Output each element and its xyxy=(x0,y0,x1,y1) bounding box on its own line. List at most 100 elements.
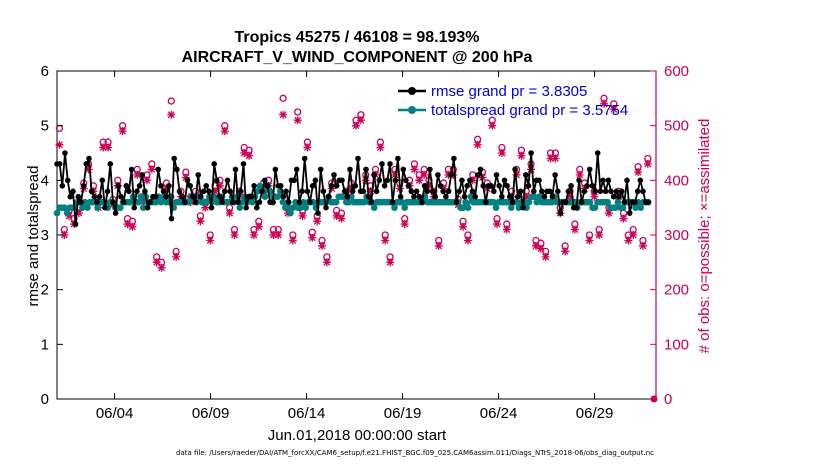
rmse-point xyxy=(536,177,542,184)
rmse-point xyxy=(509,199,516,205)
obs-assimilated-marker xyxy=(420,170,429,179)
rmse-point xyxy=(155,166,161,173)
rmse-point xyxy=(387,161,393,167)
rmse-point xyxy=(645,199,652,205)
obs-assimilated-marker xyxy=(541,252,550,261)
obs-assimilated-marker xyxy=(230,231,239,239)
totalspread-point xyxy=(61,204,68,211)
legend-spread-label: totalspread grand pr = 3.5754 xyxy=(431,102,628,119)
rmse-point xyxy=(307,199,313,205)
totalspread-point xyxy=(391,204,398,211)
rmse-point xyxy=(315,210,321,216)
rmse-point xyxy=(499,193,505,200)
left-tick-label: 4 xyxy=(41,172,49,189)
data-file-footer: data file: /Users/raeder/DAI/ATM_forcXX/… xyxy=(176,449,654,457)
rmse-point xyxy=(379,161,385,167)
rmse-point xyxy=(555,188,561,195)
rmse-point xyxy=(227,188,233,195)
rmse-point xyxy=(112,210,119,216)
rmse-point xyxy=(214,177,220,184)
obs-assimilated-marker xyxy=(361,176,370,185)
rmse-point xyxy=(163,193,169,200)
rmse-point xyxy=(309,183,316,189)
rmse-point xyxy=(469,188,476,195)
obs-assimilated-marker xyxy=(269,231,278,239)
rmse-point xyxy=(408,188,415,195)
rmse-point xyxy=(347,166,353,173)
obs-assimilated-marker xyxy=(502,225,511,234)
rmse-point xyxy=(525,183,532,189)
rmse-point xyxy=(605,177,612,184)
obs-assimilated-marker xyxy=(220,127,229,136)
rmse-point xyxy=(352,183,359,189)
rmse-point xyxy=(581,188,588,195)
rmse-point xyxy=(139,172,145,178)
rmse-point xyxy=(477,166,484,173)
obs-assimilated-marker xyxy=(142,176,151,185)
obs-assimilated-marker xyxy=(162,184,171,193)
totalspread-point xyxy=(348,193,355,200)
rmse-point xyxy=(70,188,76,195)
rmse-point xyxy=(160,188,167,195)
right-axis-ticks: 0 100 200 300 400 500 600 xyxy=(650,63,689,408)
rmse-point xyxy=(144,204,151,211)
right-tick-label: 200 xyxy=(664,282,689,299)
rmse-point xyxy=(94,199,100,205)
rmse-point xyxy=(208,204,215,211)
right-tick-label: 100 xyxy=(664,336,689,353)
totalspread-point xyxy=(236,204,243,211)
rmse-point xyxy=(512,166,518,173)
obs-assimilated-marker xyxy=(318,241,327,250)
obs-assimilated-marker xyxy=(415,176,424,185)
rmse-point xyxy=(333,183,340,189)
rmse-point xyxy=(376,177,383,184)
rmse-point xyxy=(637,177,644,184)
totalspread-point xyxy=(530,193,538,200)
x-tick-label: 06/19 xyxy=(384,405,422,422)
obs-assimilated-marker xyxy=(366,187,375,196)
rmse-point xyxy=(483,199,489,205)
totalspread-point xyxy=(370,204,378,211)
obs-assimilated-marker xyxy=(356,116,365,125)
obs-assimilated-marker xyxy=(245,151,254,160)
obs-assimilated-marker xyxy=(390,170,399,179)
obs-assimilated-marker xyxy=(152,258,161,267)
rmse-point xyxy=(110,199,116,205)
rmse-point xyxy=(222,188,228,195)
rmse-point xyxy=(115,183,122,189)
rmse-point xyxy=(147,199,153,205)
rmse-point xyxy=(277,183,284,189)
x-tick-label: 06/04 xyxy=(96,405,134,422)
rmse-point xyxy=(400,166,407,173)
rmse-point xyxy=(373,188,380,195)
right-tick-label: 400 xyxy=(664,172,689,189)
obs-assimilated-marker xyxy=(118,127,127,136)
obs-possible-marker xyxy=(294,108,302,116)
rmse-point xyxy=(592,188,598,195)
rmse-point xyxy=(232,166,239,173)
rmse-point xyxy=(91,193,98,200)
rmse-point xyxy=(634,188,641,195)
totalspread-point xyxy=(586,198,594,206)
rmse-point xyxy=(586,166,593,173)
totalspread-point xyxy=(591,204,599,211)
rmse-point xyxy=(72,221,79,227)
rmse-point xyxy=(341,188,348,195)
obs-assimilated-marker xyxy=(459,222,468,231)
rmse-point xyxy=(365,193,372,200)
obs-assimilated-marker xyxy=(206,236,215,245)
obs-assimilated-marker xyxy=(551,154,560,163)
rmse-point xyxy=(174,166,180,173)
rmse-point xyxy=(272,166,279,173)
totalspread-point xyxy=(637,204,644,211)
obs-assimilated-marker xyxy=(463,236,472,245)
rmse-point xyxy=(328,183,335,189)
totalspread-point xyxy=(256,182,264,190)
totalspread-point xyxy=(157,198,165,206)
rmse-point xyxy=(403,177,409,184)
obs-assimilated-marker xyxy=(585,236,594,245)
obs-assimilated-marker xyxy=(104,143,113,152)
rmse-point xyxy=(389,199,396,205)
rmse-point xyxy=(280,193,287,200)
